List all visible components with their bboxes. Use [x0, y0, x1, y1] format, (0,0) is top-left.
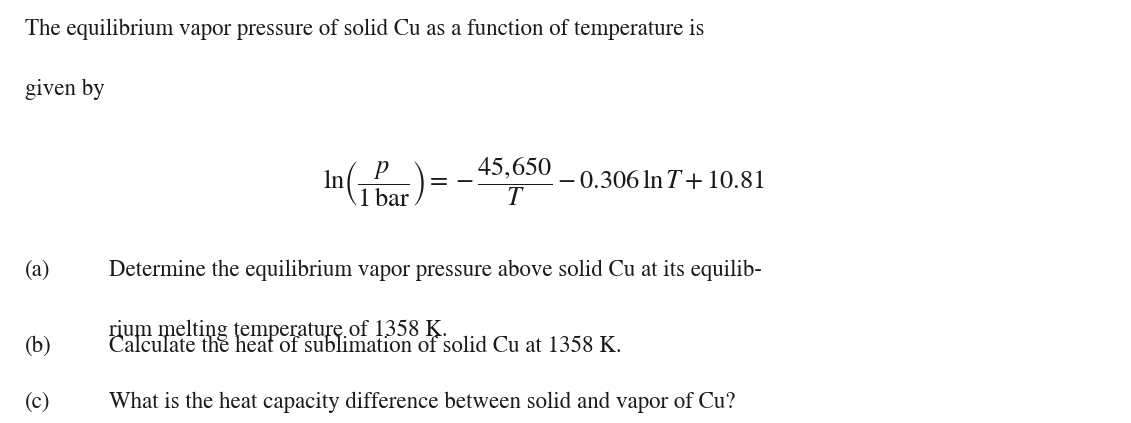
Text: (a): (a): [25, 259, 50, 280]
Text: What is the heat capacity difference between solid and vapor of Cu?: What is the heat capacity difference bet…: [109, 392, 735, 413]
Text: rium melting temperature of 1358 K.: rium melting temperature of 1358 K.: [109, 319, 448, 341]
Text: (b): (b): [25, 336, 51, 357]
Text: given by: given by: [25, 79, 104, 100]
Text: The equilibrium vapor pressure of solid Cu as a function of temperature is: The equilibrium vapor pressure of solid …: [25, 19, 705, 40]
Text: $\ln\!\left(\dfrac{p}{\mathrm{1\,bar}}\right) = -\dfrac{45,\!650}{T} - 0.306\,\l: $\ln\!\left(\dfrac{p}{\mathrm{1\,bar}}\r…: [322, 156, 765, 209]
Text: Determine the equilibrium vapor pressure above solid Cu at its equilib-: Determine the equilibrium vapor pressure…: [109, 259, 762, 280]
Text: (c): (c): [25, 392, 50, 413]
Text: Calculate the heat of sublimation of solid Cu at 1358 K.: Calculate the heat of sublimation of sol…: [109, 336, 621, 357]
